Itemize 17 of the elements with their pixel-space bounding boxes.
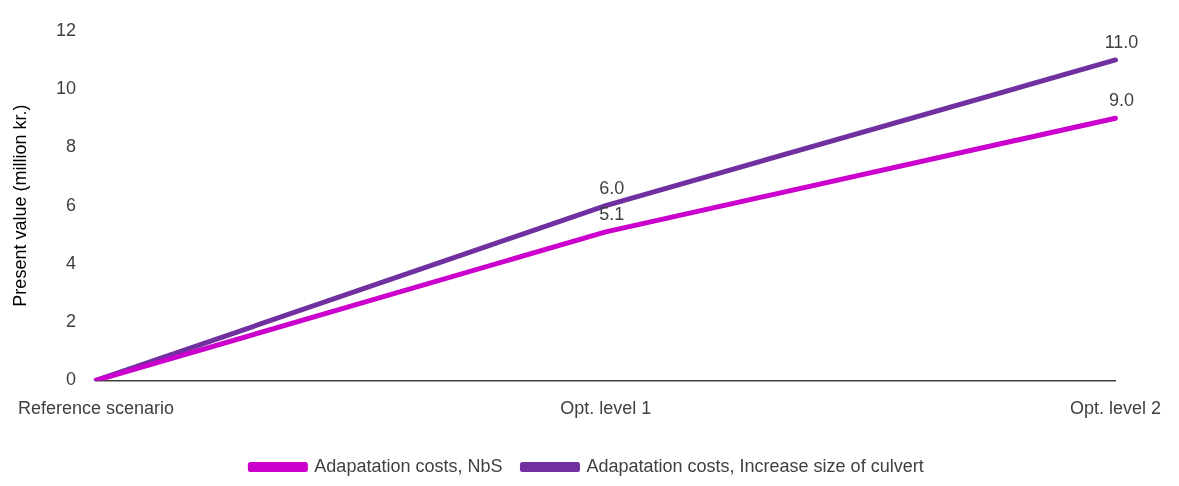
x-tick-label: Reference scenario [18,398,175,419]
legend-label: Adapatation costs, Increase size of culvert [586,455,924,476]
data-label: 9.0 [1108,90,1134,111]
y-tick-label: 6 [66,194,77,215]
y-tick-label: 2 [66,311,77,332]
data-label: 5.1 [599,203,625,224]
y-tick-label: 8 [66,136,77,157]
x-tick-label: Opt. level 2 [1069,398,1161,419]
y-tick-label: 10 [56,78,77,99]
y-axis-title: Present value (million kr.) [10,104,31,307]
y-tick-label: 0 [66,369,77,390]
y-tick-label: 12 [56,19,77,40]
x-tick-label: Opt. level 1 [560,398,652,419]
data-label: 11.0 [1104,31,1139,52]
y-tick-label: 4 [66,252,77,273]
data-label: 6.0 [599,177,625,198]
legend-label: Adapatation costs, NbS [314,455,503,476]
